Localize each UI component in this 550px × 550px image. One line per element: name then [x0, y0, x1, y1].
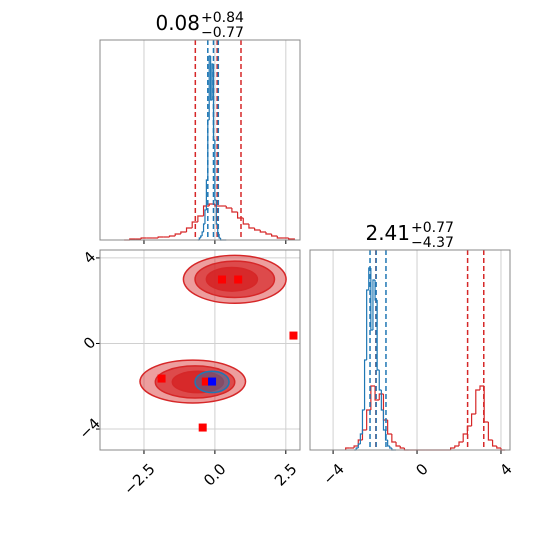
axes-frame: [99, 249, 301, 451]
histogram-step: [225, 206, 232, 209]
histogram-step: [202, 223, 205, 232]
panel-title: 0.08: [155, 11, 200, 35]
histogram-step: [479, 385, 485, 390]
histogram-step: [200, 235, 203, 238]
histogram-step: [458, 441, 464, 446]
histogram-step: [366, 289, 369, 360]
histogram-step: [359, 433, 363, 444]
histogram-step: [157, 236, 164, 238]
histogram-step: [487, 422, 493, 441]
histogram-step: [376, 300, 380, 371]
histogram-step: [214, 204, 221, 207]
histogram-step: [174, 233, 181, 236]
histogram-step: [214, 140, 217, 201]
histogram-step: [387, 420, 392, 435]
histogram-step: [363, 359, 367, 410]
histogram-step: [204, 209, 207, 224]
histogram-step: [395, 442, 401, 447]
histogram-step: [387, 440, 390, 447]
histogram-step: [218, 234, 221, 239]
histogram-step: [202, 205, 210, 216]
point: [208, 377, 217, 386]
histogram-step: [475, 389, 480, 414]
contour: [205, 266, 259, 292]
histogram-step: [248, 224, 255, 229]
histogram-step: [382, 410, 386, 431]
histogram-step: [399, 446, 405, 449]
histogram-step: [462, 433, 468, 442]
point: [198, 423, 207, 432]
histogram-step: [254, 228, 261, 231]
histogram-step: [372, 279, 376, 330]
x-tick-label: −2.5: [120, 460, 158, 498]
histogram-step: [370, 268, 373, 331]
point: [289, 331, 298, 340]
histogram-step: [197, 215, 204, 222]
x-tick-label: 4: [496, 460, 515, 479]
histogram-step: [355, 447, 359, 450]
x-tick-label: 2.5: [271, 460, 301, 490]
point: [157, 374, 166, 383]
histogram-step: [231, 208, 238, 213]
histogram-step: [201, 231, 204, 236]
histogram-step: [380, 390, 384, 411]
point: [217, 275, 226, 284]
histogram-step: [454, 445, 460, 448]
histogram-step: [140, 237, 147, 239]
histogram-step: [345, 447, 350, 450]
histogram-step: [491, 440, 497, 447]
x-tick-label: −4: [319, 460, 347, 488]
histogram-step: [271, 234, 278, 237]
title-upper: +0.84: [201, 10, 244, 26]
histogram-step: [242, 218, 249, 225]
axes-frame: [309, 249, 511, 451]
histogram-step: [496, 446, 501, 449]
histogram-step: [259, 230, 266, 233]
histogram-step: [384, 430, 388, 441]
histogram-step: [361, 429, 367, 440]
histogram-step: [361, 409, 365, 434]
histogram-step: [378, 393, 384, 400]
histogram-step: [470, 413, 476, 426]
histogram-step: [389, 446, 392, 449]
histogram-step: [483, 386, 489, 423]
point: [201, 377, 210, 386]
histogram-step: [185, 227, 193, 232]
histogram-step: [370, 385, 376, 410]
histogram-step: [391, 434, 397, 443]
x-tick-label: 0: [412, 460, 431, 479]
histogram-step: [276, 236, 283, 239]
title-upper: +0.77: [411, 220, 454, 236]
histogram-step: [374, 386, 380, 401]
panel-title: 2.41: [365, 221, 410, 245]
title-lower: −0.77: [201, 25, 244, 41]
contour: [171, 370, 225, 394]
histogram-step: [378, 370, 382, 391]
histogram-step: [265, 232, 272, 235]
histogram-step: [168, 235, 176, 237]
point: [234, 275, 243, 284]
x-tick-label: 0.0: [200, 460, 230, 490]
histogram-step: [353, 445, 359, 448]
title-lower: −4.37: [411, 235, 454, 251]
axes-frame: [99, 39, 301, 241]
histogram-step: [191, 221, 198, 228]
histogram-step: [357, 443, 361, 448]
histogram-step: [180, 231, 187, 234]
histogram-step: [450, 447, 455, 450]
